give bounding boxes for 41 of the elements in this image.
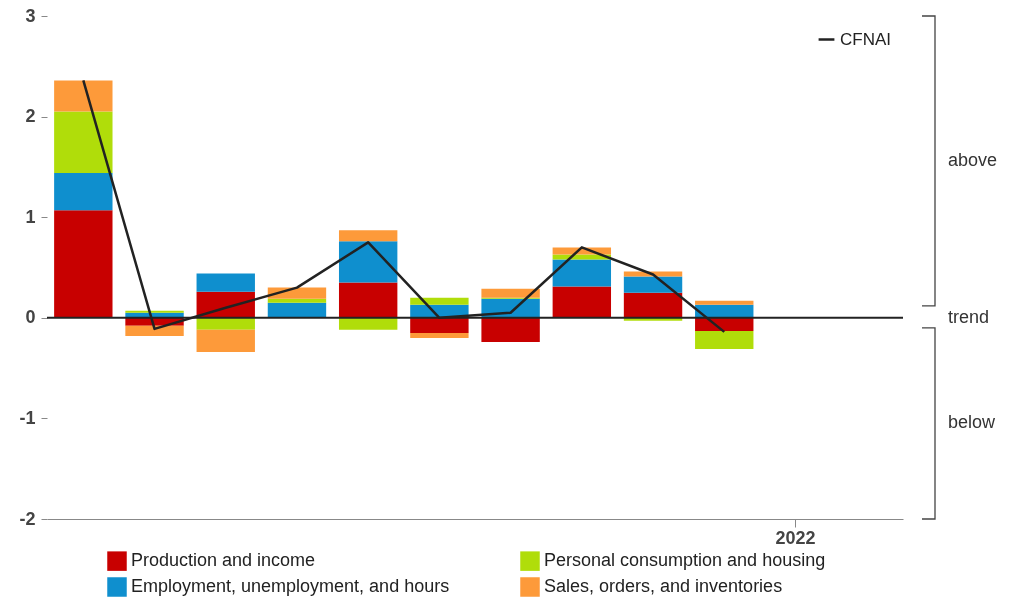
text: above xyxy=(948,149,998,171)
bar xyxy=(552,259,612,287)
bar xyxy=(196,329,255,352)
bar xyxy=(338,317,398,330)
text: trend xyxy=(948,306,990,328)
bar xyxy=(410,297,469,305)
bar xyxy=(54,80,113,112)
bar xyxy=(338,230,398,242)
bar xyxy=(125,310,184,313)
bar xyxy=(338,282,398,318)
bar xyxy=(410,317,469,333)
bar xyxy=(481,317,540,342)
y-tick-label: 3 xyxy=(25,5,36,26)
bar xyxy=(267,302,327,318)
bar xyxy=(196,317,255,330)
bar xyxy=(410,332,469,338)
bar xyxy=(125,325,184,336)
legend-label: CFNAI xyxy=(840,29,891,49)
x-tick-label: 2022 xyxy=(775,527,816,548)
bar xyxy=(695,300,754,305)
bar xyxy=(623,276,683,293)
bar xyxy=(196,273,255,292)
bar xyxy=(695,330,754,349)
legend-label: Employment, unemployment, and hours xyxy=(131,576,450,596)
bar xyxy=(552,286,612,318)
bar xyxy=(267,298,327,303)
bar xyxy=(623,292,683,318)
y-tick-label: 2 xyxy=(25,106,36,127)
bar xyxy=(338,241,398,283)
legend-label: Production and income xyxy=(131,550,316,571)
bar xyxy=(54,210,113,318)
text: below xyxy=(948,412,996,434)
bar xyxy=(54,111,113,173)
y-tick-label: -1 xyxy=(19,407,36,428)
bar xyxy=(54,172,113,211)
y-tick-label: -2 xyxy=(19,508,36,529)
legend-label: Sales, orders, and inventories xyxy=(544,576,783,596)
bar xyxy=(481,288,540,298)
y-tick-label: 0 xyxy=(25,307,36,328)
legend-label: Personal consumption and housing xyxy=(544,550,826,571)
y-tick-label: 1 xyxy=(25,206,36,227)
